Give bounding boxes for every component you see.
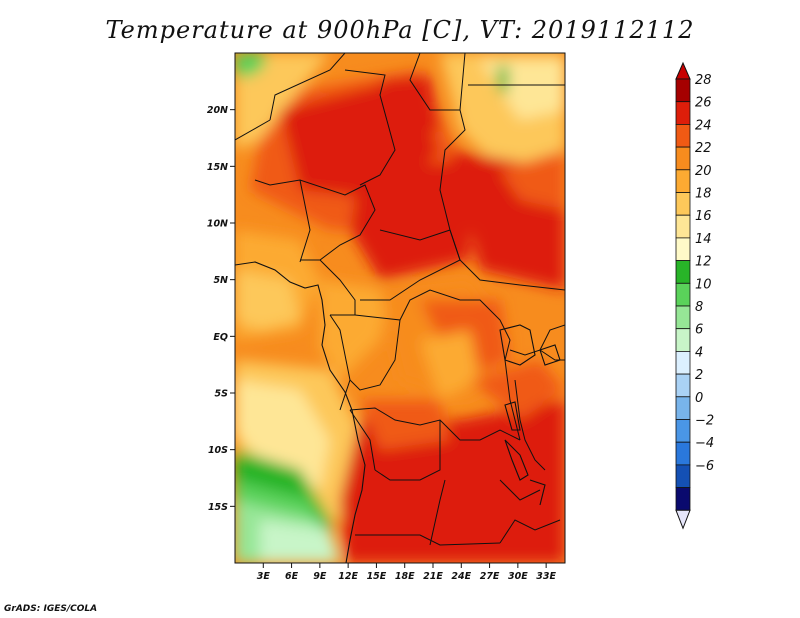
colorbar-label: 14 bbox=[695, 232, 712, 247]
colorbar-label: 16 bbox=[695, 209, 712, 224]
lon-tick-label: 15E bbox=[367, 571, 387, 582]
colorbar-bin bbox=[675, 464, 691, 488]
colorbar-bin bbox=[675, 350, 691, 375]
colorbar-label: 8 bbox=[695, 300, 703, 315]
colorbar-label: 28 bbox=[695, 73, 712, 88]
lon-tick-label: 33E bbox=[536, 571, 556, 582]
colorbar-label: 0 bbox=[695, 391, 703, 406]
colorbar-label: −2 bbox=[695, 414, 714, 429]
colorbar-over-arrow bbox=[675, 61, 691, 80]
coastline bbox=[235, 261, 561, 563]
colorbar-label: −4 bbox=[695, 436, 714, 451]
colorbar-bin bbox=[675, 214, 691, 239]
lon-tick-label: 27E bbox=[480, 571, 500, 582]
lat-tick-label: 15S bbox=[208, 502, 228, 513]
colorbar-label: 2 bbox=[695, 368, 703, 383]
colorbar-bin bbox=[675, 328, 691, 352]
colorbar-label: 20 bbox=[695, 164, 712, 179]
country-borders bbox=[235, 53, 565, 546]
lon-tick-label: 30E bbox=[508, 571, 528, 582]
colorbar-bin bbox=[675, 260, 691, 284]
colorbar-bin bbox=[675, 78, 691, 103]
lon-tick-label: 3E bbox=[257, 571, 271, 582]
colorbar-label: −6 bbox=[695, 459, 714, 474]
colorbar-bin bbox=[675, 124, 691, 148]
colorbar-under-arrow bbox=[675, 509, 691, 530]
colorbar-label: 12 bbox=[695, 255, 712, 270]
lat-tick-label: 20N bbox=[207, 105, 228, 116]
colorbar-bin bbox=[675, 101, 691, 125]
lon-tick-label: 21E bbox=[423, 571, 443, 582]
colorbar-label: 4 bbox=[695, 345, 703, 360]
colorbar-bin bbox=[675, 396, 691, 420]
colorbar-bin bbox=[675, 192, 691, 216]
colorbar-bin bbox=[675, 373, 691, 398]
colorbar-bin bbox=[675, 487, 691, 511]
colorbar-bin bbox=[675, 237, 691, 261]
colorbar-label: 22 bbox=[695, 141, 712, 156]
colorbar-bin bbox=[675, 282, 691, 307]
lon-tick-label: 9E bbox=[313, 571, 327, 582]
colorbar-label: 26 bbox=[695, 96, 712, 111]
map-frame bbox=[234, 52, 566, 564]
lat-tick-label: 5S bbox=[215, 389, 229, 400]
colorbar-bin bbox=[675, 419, 691, 443]
lat-tick-label: 10N bbox=[207, 219, 228, 230]
colorbar-bin bbox=[675, 441, 691, 466]
latitude-axis: 20N 15N 10N 5N EQ 5S 10S 15S bbox=[207, 105, 235, 513]
lat-tick-label: 10S bbox=[208, 445, 228, 456]
lat-tick-label: 15N bbox=[207, 162, 228, 173]
longitude-axis: 3E 6E 9E 12E 15E 18E 21E 24E 27E 30E 33E bbox=[257, 563, 557, 582]
lon-tick-label: 24E bbox=[451, 571, 471, 582]
colorbar-label: 24 bbox=[695, 118, 712, 133]
lat-tick-label: EQ bbox=[213, 332, 228, 343]
colorbar-label: 10 bbox=[695, 277, 712, 292]
temperature-field bbox=[235, 53, 565, 563]
lon-tick-label: 6E bbox=[285, 571, 299, 582]
map-title: Temperature at 900hPa [C], VT: 201911211… bbox=[105, 16, 695, 44]
footer-credit: GrADS: IGES/COLA bbox=[4, 604, 98, 614]
lat-tick-label: 5N bbox=[213, 275, 228, 286]
colorbar-bin bbox=[675, 305, 691, 330]
colorbar-label: 18 bbox=[695, 187, 712, 202]
lon-tick-label: 12E bbox=[338, 571, 358, 582]
colorbar-label: 6 bbox=[695, 323, 703, 338]
colorbar-bin bbox=[675, 146, 691, 171]
lon-tick-label: 18E bbox=[395, 571, 415, 582]
colorbar-bin bbox=[675, 169, 691, 193]
